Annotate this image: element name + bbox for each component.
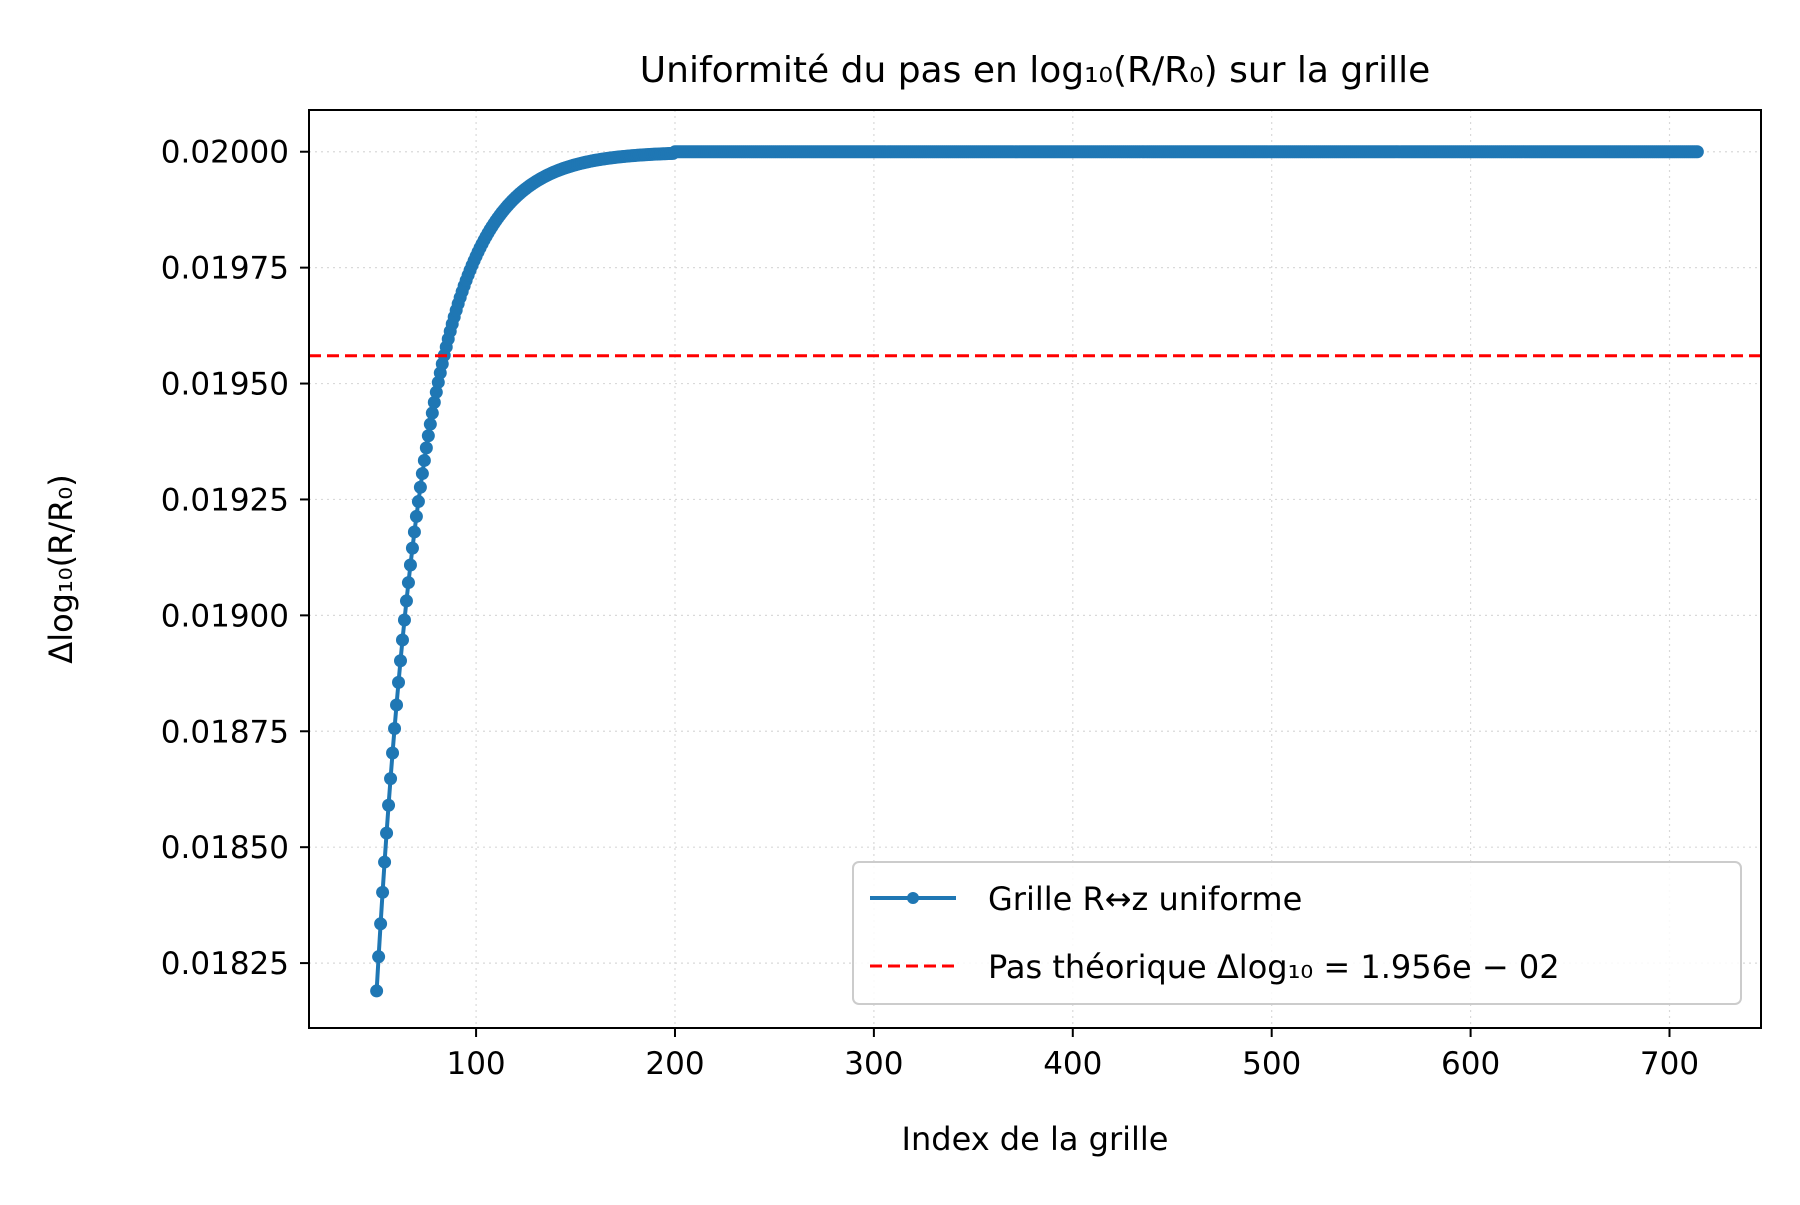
legend-marker-sample-grille xyxy=(907,892,919,904)
y-tick-label: 0.02000 xyxy=(161,135,289,171)
data-point xyxy=(395,633,409,647)
data-point xyxy=(372,950,386,964)
y-tick-label: 0.01975 xyxy=(161,251,289,287)
x-tick-label: 400 xyxy=(1043,1046,1102,1082)
x-tick-label: 700 xyxy=(1640,1046,1699,1082)
tick-layer: 100 200 300 400 500 600 700 0.01825 0.01850 0.018… xyxy=(161,135,1699,1082)
data-point xyxy=(425,406,439,420)
series-markers-grille xyxy=(370,145,1704,998)
data-point xyxy=(419,441,433,455)
x-tick-label: 300 xyxy=(844,1046,903,1082)
data-point xyxy=(374,917,388,931)
data-layer xyxy=(309,145,1761,998)
data-point xyxy=(388,721,402,735)
data-point xyxy=(403,558,417,572)
data-point xyxy=(417,453,431,467)
legend: Grille R↔z uniforme Pas théorique Δlog₁₀… xyxy=(852,861,1742,1005)
data-point xyxy=(421,429,435,443)
data-point xyxy=(386,746,400,760)
y-axis-label: Δlog₁₀(R/R₀) xyxy=(42,474,80,663)
grid-layer xyxy=(309,110,1761,1028)
data-point xyxy=(401,576,415,590)
data-point xyxy=(378,855,392,869)
y-tick-label: 0.01950 xyxy=(161,367,289,403)
data-point xyxy=(407,525,421,539)
data-point xyxy=(397,613,411,627)
data-point xyxy=(384,772,398,786)
data-point xyxy=(413,480,427,494)
data-point xyxy=(405,541,419,555)
data-point xyxy=(427,395,441,409)
x-tick-label: 500 xyxy=(1242,1046,1301,1082)
legend-label-theorique: Pas théorique Δlog₁₀ = 1.956e − 02 xyxy=(988,948,1560,986)
y-tick-label: 0.01825 xyxy=(161,946,289,982)
legend-box xyxy=(852,861,1742,1005)
legend-label-grille: Grille R↔z uniforme xyxy=(988,880,1302,918)
x-tick-label: 600 xyxy=(1441,1046,1500,1082)
y-tick-label: 0.01900 xyxy=(161,598,289,634)
y-tick-label: 0.01875 xyxy=(161,714,289,750)
data-point xyxy=(382,798,396,812)
plot-frame xyxy=(308,109,1762,1029)
data-point xyxy=(411,495,425,509)
data-point xyxy=(1690,145,1704,159)
y-tick-label: 0.01925 xyxy=(161,482,289,518)
data-point xyxy=(394,654,407,668)
data-point xyxy=(399,594,413,608)
y-tick-label: 0.01850 xyxy=(161,830,289,866)
data-point xyxy=(376,885,390,899)
data-point xyxy=(429,385,443,399)
data-point xyxy=(390,698,404,712)
data-point xyxy=(380,826,394,840)
data-point xyxy=(415,467,429,481)
data-point xyxy=(370,984,384,998)
data-point xyxy=(392,675,406,689)
data-point xyxy=(423,417,437,431)
x-axis-label: Index de la grille xyxy=(902,1120,1169,1158)
x-tick-label: 200 xyxy=(645,1046,704,1082)
x-tick-label: 100 xyxy=(446,1046,505,1082)
data-point xyxy=(409,509,423,523)
chart-title: Uniformité du pas en log₁₀(R/R₀) sur la … xyxy=(640,50,1430,91)
